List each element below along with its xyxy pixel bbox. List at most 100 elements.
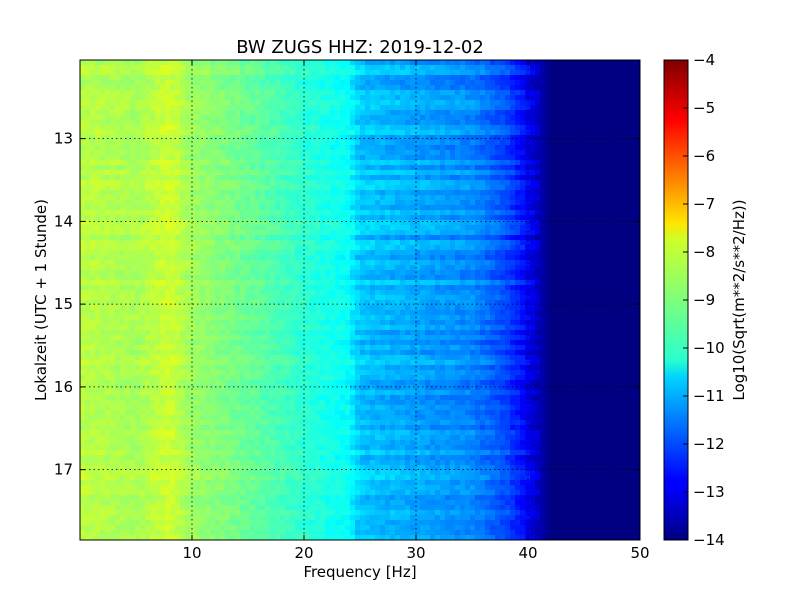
heatmap-cell — [295, 75, 301, 81]
heatmap-cell — [580, 150, 586, 156]
heatmap-cell — [235, 65, 241, 71]
heatmap-cell — [200, 180, 206, 186]
heatmap-cell — [175, 105, 181, 111]
heatmap-cell — [335, 155, 341, 161]
heatmap-cell — [310, 135, 316, 141]
heatmap-cell — [345, 200, 351, 206]
heatmap-cell — [400, 90, 406, 96]
heatmap-cell — [445, 65, 451, 71]
heatmap-cell — [185, 175, 191, 181]
heatmap-cell — [255, 145, 261, 151]
heatmap-cell — [210, 100, 216, 106]
heatmap-cell — [410, 95, 416, 101]
heatmap-cell — [370, 95, 376, 101]
heatmap-cell — [530, 190, 536, 196]
heatmap-cell — [110, 115, 116, 121]
heatmap-cell — [380, 80, 386, 86]
heatmap-cell — [620, 265, 626, 271]
heatmap-cell — [135, 210, 141, 216]
heatmap-cell — [310, 100, 316, 106]
heatmap-cell — [115, 215, 121, 221]
heatmap-cell — [115, 210, 121, 216]
heatmap-cell — [295, 150, 301, 156]
heatmap-cell — [310, 170, 316, 176]
heatmap-cell — [545, 80, 551, 86]
heatmap-cell — [340, 190, 346, 196]
heatmap-cell — [365, 170, 371, 176]
heatmap-cell — [360, 185, 366, 191]
heatmap-cell — [340, 65, 346, 71]
heatmap-cell — [505, 200, 511, 206]
heatmap-cell — [410, 230, 416, 236]
heatmap-cell — [195, 250, 201, 256]
heatmap-cell — [515, 110, 521, 116]
heatmap-cell — [605, 160, 611, 166]
heatmap-cell — [290, 200, 296, 206]
heatmap-cell — [110, 185, 116, 191]
heatmap-cell — [560, 230, 566, 236]
heatmap-cell — [190, 175, 196, 181]
heatmap-cell — [235, 150, 241, 156]
heatmap-cell — [570, 270, 576, 276]
heatmap-cell — [415, 100, 421, 106]
heatmap-cell — [305, 200, 311, 206]
heatmap-cell — [185, 145, 191, 151]
heatmap-cell — [85, 275, 91, 281]
heatmap-cell — [430, 240, 436, 246]
heatmap-cell — [290, 235, 296, 241]
heatmap-cell — [575, 170, 581, 176]
heatmap-cell — [170, 230, 176, 236]
heatmap-cell — [80, 65, 86, 71]
heatmap-cell — [625, 240, 631, 246]
heatmap-cell — [590, 75, 596, 81]
heatmap-cell — [595, 165, 601, 171]
heatmap-cell — [465, 220, 471, 226]
heatmap-cell — [455, 90, 461, 96]
heatmap-cell — [285, 270, 291, 276]
heatmap-cell — [240, 60, 246, 66]
heatmap-cell — [445, 115, 451, 121]
heatmap-cell — [350, 255, 356, 261]
heatmap-cell — [505, 245, 511, 251]
heatmap-cell — [150, 85, 156, 91]
heatmap-cell — [190, 150, 196, 156]
heatmap-cell — [550, 130, 556, 136]
heatmap-cell — [110, 120, 116, 126]
heatmap-cell — [315, 150, 321, 156]
heatmap-cell — [400, 155, 406, 161]
heatmap-cell — [455, 110, 461, 116]
heatmap-cell — [560, 135, 566, 141]
heatmap-cell — [450, 95, 456, 101]
heatmap-cell — [425, 60, 431, 66]
heatmap-cell — [160, 245, 166, 251]
heatmap-cell — [315, 175, 321, 181]
heatmap-cell — [105, 280, 111, 286]
heatmap-cell — [390, 275, 396, 281]
heatmap-cell — [370, 145, 376, 151]
heatmap-cell — [335, 250, 341, 256]
heatmap-cell — [240, 105, 246, 111]
heatmap-cell — [385, 230, 391, 236]
heatmap-cell — [380, 130, 386, 136]
heatmap-cell — [130, 215, 136, 221]
heatmap-cell — [625, 245, 631, 251]
heatmap-cell — [580, 210, 586, 216]
heatmap-cell — [245, 165, 251, 171]
heatmap-cell — [590, 265, 596, 271]
heatmap-cell — [100, 265, 106, 271]
heatmap-cell — [600, 70, 606, 76]
heatmap-cell — [445, 170, 451, 176]
heatmap-cell — [575, 140, 581, 146]
heatmap-cell — [595, 200, 601, 206]
heatmap-cell — [540, 195, 546, 201]
heatmap-cell — [390, 140, 396, 146]
heatmap-cell — [125, 195, 131, 201]
heatmap-cell — [480, 230, 486, 236]
heatmap-cell — [460, 175, 466, 181]
heatmap-cell — [365, 130, 371, 136]
heatmap-cell — [135, 120, 141, 126]
heatmap-cell — [455, 235, 461, 241]
heatmap-cell — [355, 150, 361, 156]
heatmap-cell — [530, 215, 536, 221]
heatmap-cell — [510, 225, 516, 231]
